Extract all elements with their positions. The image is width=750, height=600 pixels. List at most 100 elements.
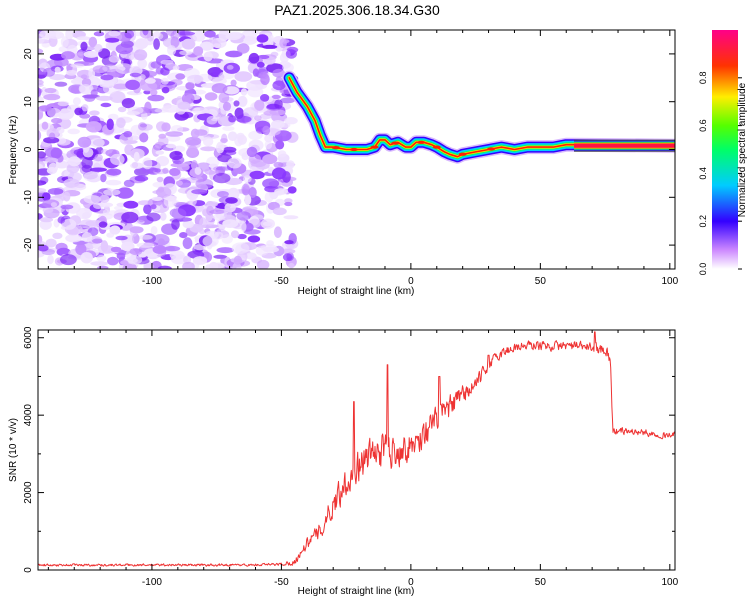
noise-blob — [264, 140, 273, 150]
spectrogram-ytick-label: 0 — [23, 146, 34, 152]
noise-blob — [136, 242, 155, 248]
spectrogram-ylabel: Frequency (Hz) — [8, 116, 19, 185]
noise-blob — [152, 234, 170, 246]
noise-blob — [211, 83, 228, 94]
noise-blob — [61, 218, 77, 230]
noise-blob — [121, 98, 135, 109]
noise-blob — [237, 134, 247, 145]
noise-blob — [179, 50, 193, 56]
noise-blob — [233, 255, 242, 265]
noise-blob — [67, 128, 80, 135]
noise-blob — [80, 41, 88, 51]
noise-blob — [247, 86, 264, 98]
noise-blob — [41, 121, 49, 130]
snr-xtick-label: -50 — [274, 577, 289, 588]
noise-blob — [172, 65, 180, 71]
noise-blob — [100, 102, 112, 108]
noise-blob — [212, 43, 221, 48]
noise-blob — [171, 219, 180, 230]
noise-blob — [279, 38, 287, 49]
noise-blob — [271, 120, 285, 129]
noise-blob — [70, 85, 81, 94]
noise-blob — [213, 213, 223, 221]
noise-blob — [222, 126, 235, 131]
noise-blob — [269, 109, 286, 116]
noise-blob — [234, 71, 253, 82]
snr-ytick-label: 4000 — [23, 404, 34, 427]
noise-blob — [93, 31, 105, 37]
noise-blob — [123, 200, 139, 209]
noise-blob — [98, 221, 108, 228]
noise-blob — [169, 168, 181, 176]
noise-blob — [99, 83, 115, 88]
noise-blob — [192, 256, 208, 265]
noise-blob — [151, 32, 164, 40]
noise-blob — [260, 73, 270, 86]
noise-blob — [185, 82, 195, 90]
noise-blob — [155, 150, 165, 155]
noise-blob — [108, 55, 120, 63]
noise-blob — [271, 94, 281, 100]
noise-blob — [181, 92, 195, 104]
noise-blob — [150, 226, 158, 235]
noise-blob — [242, 175, 252, 183]
colorbar-label: Normalized spectral amplitude — [737, 82, 748, 217]
snr-background — [38, 330, 675, 570]
noise-blob — [264, 134, 273, 143]
noise-blob — [127, 106, 144, 115]
noise-blob — [199, 217, 207, 229]
spectrogram-xtick-label: -50 — [274, 276, 289, 287]
noise-blob — [83, 195, 102, 204]
noise-blob — [60, 254, 77, 266]
noise-blob — [199, 41, 214, 51]
spectrogram-noise — [38, 30, 300, 269]
noise-blob — [52, 232, 63, 239]
noise-blob — [192, 31, 206, 42]
spectrogram-ytick-label: 20 — [23, 48, 34, 60]
noise-blob — [164, 245, 181, 252]
noise-blob — [144, 78, 156, 84]
noise-blob — [241, 183, 250, 196]
noise-blob — [246, 146, 258, 158]
noise-blob — [75, 243, 87, 256]
noise-blob — [38, 129, 42, 141]
noise-blob — [271, 167, 287, 180]
noise-blob — [203, 51, 213, 62]
noise-blob — [212, 77, 227, 85]
noise-blob — [100, 74, 114, 81]
noise-blob — [138, 234, 153, 240]
colorbar-tick-label: 0.0 — [698, 263, 708, 276]
noise-blob — [77, 136, 92, 148]
noise-blob — [44, 87, 57, 94]
noise-blob — [95, 95, 113, 101]
noise-blob — [226, 65, 234, 70]
noise-blob — [50, 202, 58, 208]
noise-blob — [110, 153, 125, 166]
noise-blob — [182, 220, 194, 229]
noise-blob — [225, 50, 243, 58]
noise-blob — [93, 202, 104, 209]
noise-blob — [212, 262, 225, 269]
noise-blob — [152, 245, 167, 254]
noise-blob — [147, 94, 165, 102]
snr-axes: -100 -50 0 50 100 0 2000 4000 6000 — [23, 326, 679, 588]
noise-blob — [42, 199, 60, 208]
noise-blob — [205, 264, 213, 269]
noise-blob — [212, 69, 221, 76]
noise-blob — [47, 188, 64, 195]
noise-blob — [70, 63, 85, 68]
noise-blob — [38, 86, 42, 98]
ridge-peak — [458, 152, 467, 156]
noise-blob — [240, 88, 248, 96]
noise-blob — [138, 216, 145, 223]
noise-blob — [56, 137, 67, 144]
noise-blob — [90, 89, 98, 97]
noise-blob — [81, 212, 91, 219]
noise-blob — [85, 220, 103, 227]
snr-ytick-label: 6000 — [23, 326, 34, 349]
noise-blob — [285, 49, 297, 59]
noise-blob — [107, 256, 119, 266]
noise-blob — [200, 146, 217, 152]
noise-blob — [88, 36, 98, 48]
noise-blob — [116, 187, 134, 199]
